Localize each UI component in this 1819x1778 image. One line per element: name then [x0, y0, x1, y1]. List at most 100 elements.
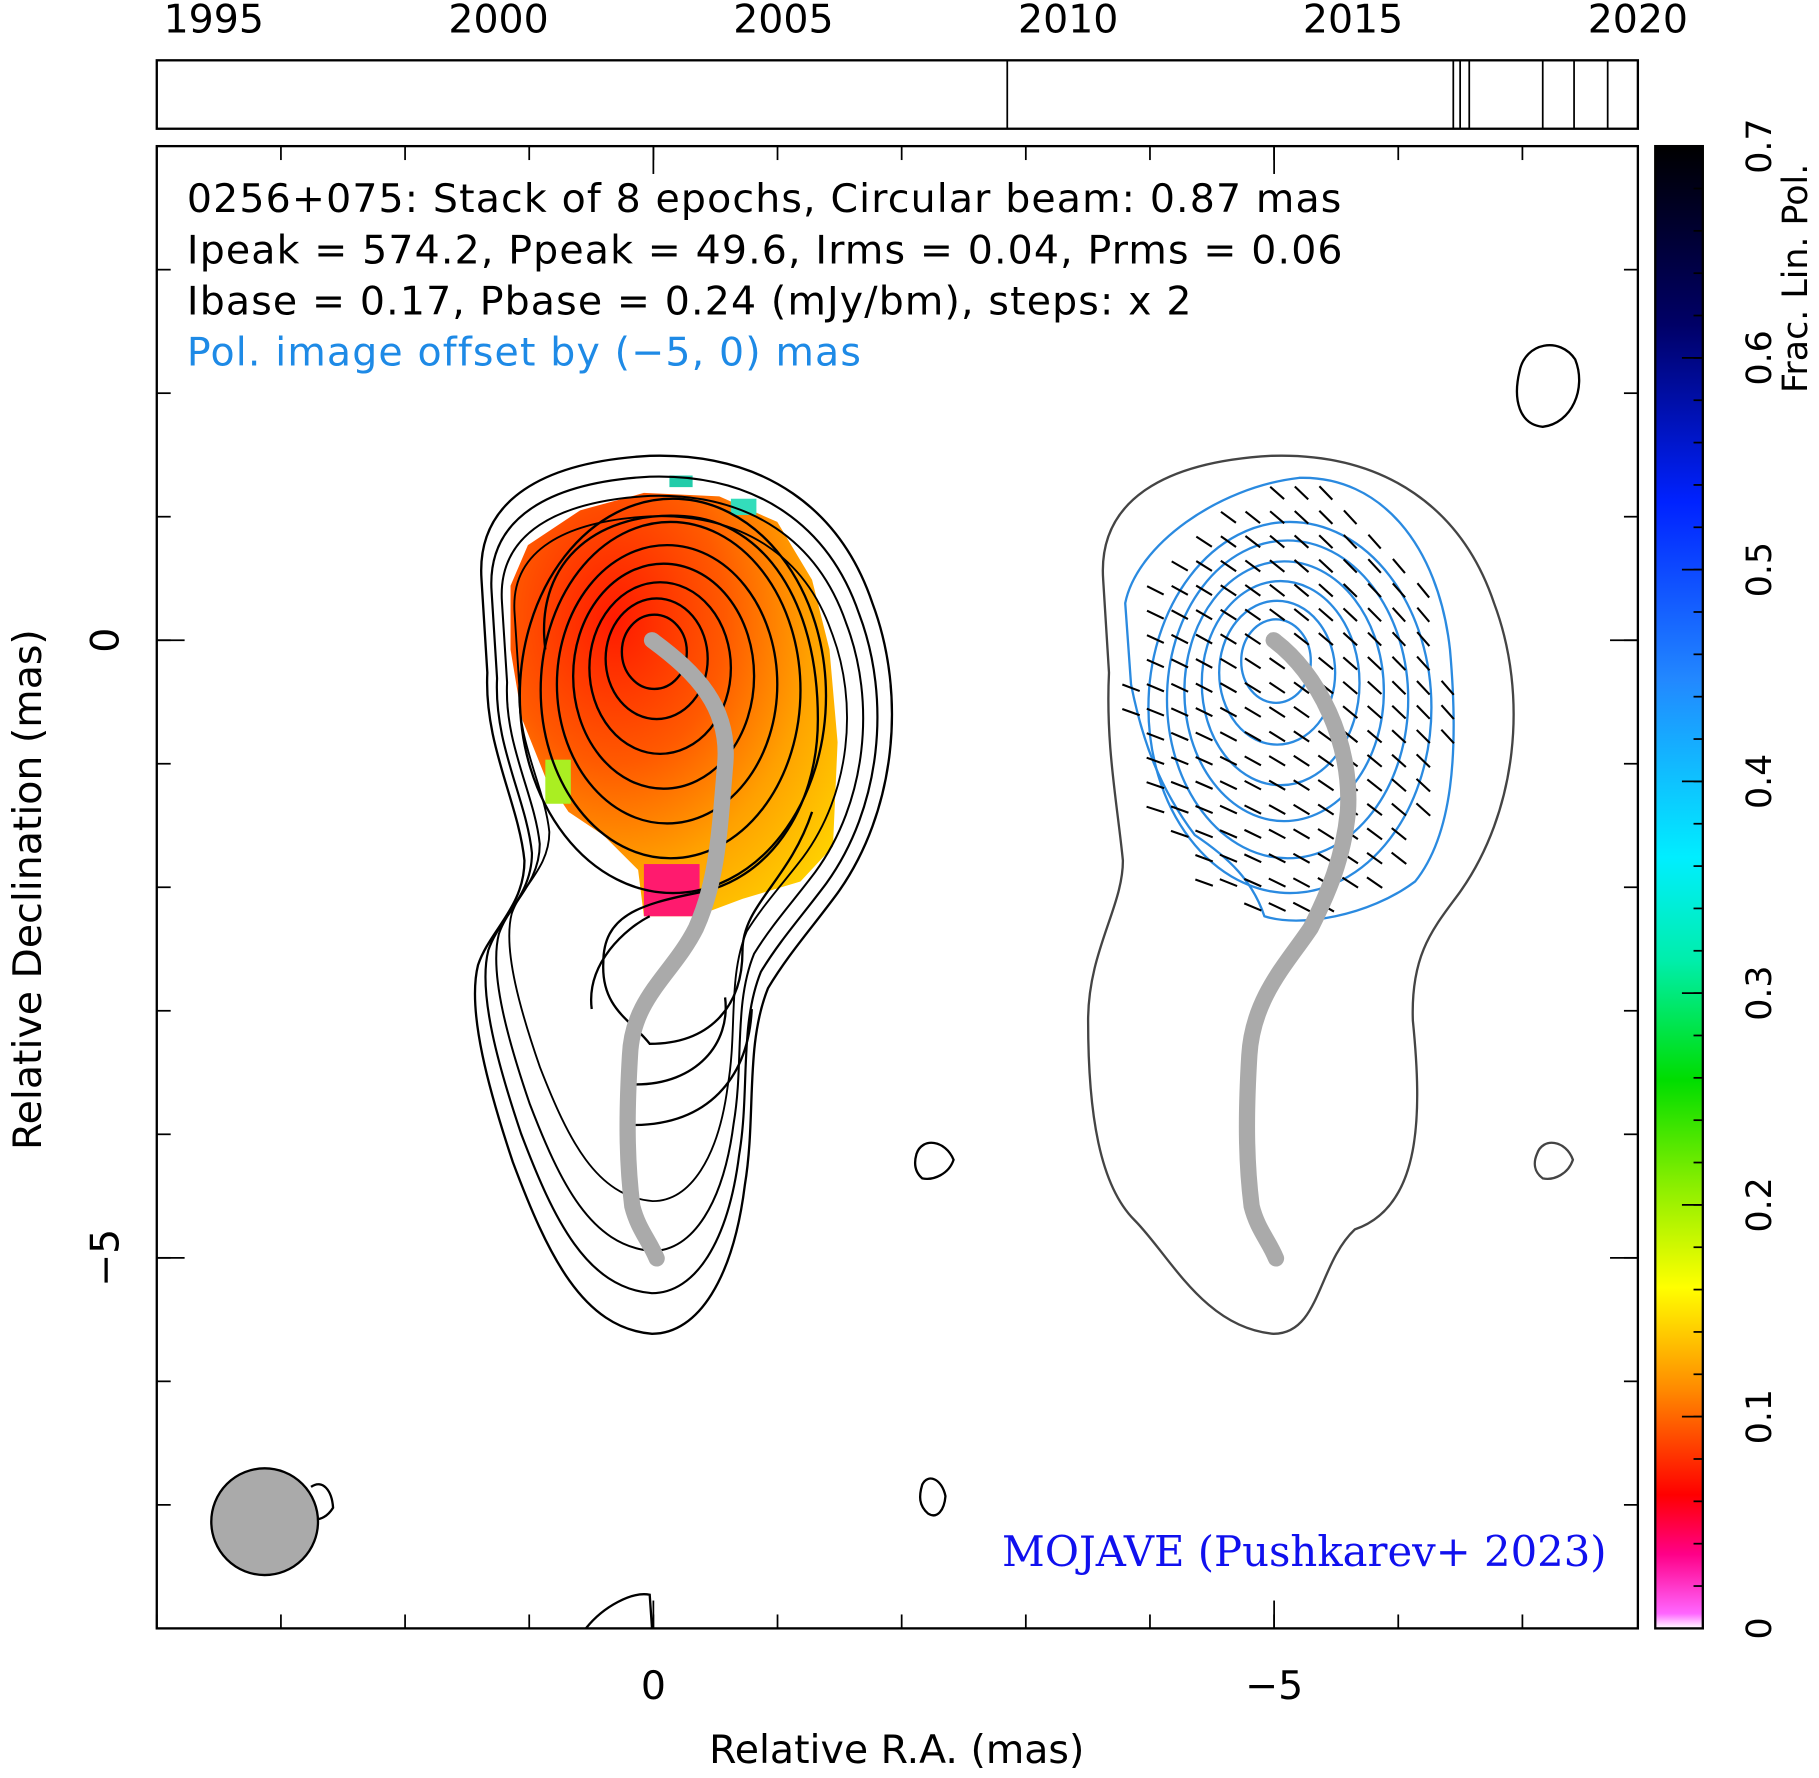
y-axis-label: Relative Declination (mas) — [5, 629, 51, 1150]
evpa-tick — [1293, 681, 1310, 695]
colorbar-tick-label: 0.2 — [1740, 1177, 1780, 1232]
contour — [1533, 1141, 1575, 1180]
evpa-tick — [1194, 878, 1214, 887]
timeline-tick-label: 1995 — [164, 0, 264, 42]
colorbar-axis: 0 0.1 0.2 0.3 0.4 0.5 0.6 0.7 — [1681, 118, 1780, 1639]
contour — [571, 562, 756, 790]
evpa-tick — [1244, 682, 1262, 694]
evpa-tick — [1195, 682, 1213, 693]
evpa-tick — [1268, 828, 1286, 840]
evpa-tick — [1170, 756, 1189, 766]
evpa-tick — [1292, 828, 1311, 840]
evpa-tick — [1440, 704, 1455, 720]
colorbar-tick-label: 0.7 — [1740, 118, 1780, 173]
evpa-tick — [1367, 680, 1383, 695]
evpa-tick — [1390, 851, 1407, 865]
evpa-tick — [1244, 804, 1262, 815]
evpa-tick — [1366, 729, 1383, 744]
evpa-tick — [1170, 633, 1189, 645]
evpa-tick — [1170, 731, 1189, 742]
evpa-tick — [1293, 705, 1310, 719]
evpa-tick — [1195, 780, 1214, 790]
evpa-tick — [1391, 827, 1407, 841]
evpa-tick — [1440, 728, 1455, 744]
evpa-tick — [1342, 632, 1358, 647]
evpa-tick — [1342, 705, 1359, 719]
intensity-contours — [473, 454, 894, 1335]
evpa-tick — [1195, 829, 1214, 839]
colorbar-tick-label: 0.4 — [1740, 754, 1780, 809]
evpa-tick — [1292, 852, 1311, 864]
evpa-tick — [1195, 560, 1213, 572]
evpa-tick — [1391, 704, 1407, 720]
evpa-tick — [1195, 731, 1213, 742]
evpa-tick — [1268, 681, 1286, 694]
evpa-tick — [1367, 631, 1382, 647]
contour — [585, 1593, 654, 1629]
image-area — [210, 344, 1581, 1629]
evpa-tick — [1293, 559, 1310, 573]
evpa-tick — [1146, 781, 1165, 790]
evpa-tick — [1219, 829, 1238, 839]
evpa-tick — [1392, 582, 1406, 598]
evpa-tick — [1170, 805, 1189, 814]
evpa-tick — [1219, 755, 1238, 766]
evpa-tick — [1416, 582, 1430, 599]
evpa-tick — [1366, 827, 1383, 841]
evpa-tick — [1243, 828, 1262, 839]
evpa-tick — [1244, 779, 1262, 791]
annotation: Ibase = 0.17, Pbase = 0.24 (mJy/bm), ste… — [187, 278, 1193, 324]
evpa-tick — [1219, 682, 1238, 694]
evpa-tick — [1342, 583, 1358, 598]
evpa-tick — [1219, 878, 1238, 888]
evpa-tick — [1146, 805, 1165, 814]
evpa-tick — [1366, 778, 1383, 792]
contour — [473, 454, 894, 1335]
evpa-tick — [1219, 657, 1237, 670]
contour — [1124, 476, 1455, 922]
contour — [604, 597, 709, 721]
evpa-tick — [1146, 634, 1165, 644]
contour — [555, 543, 779, 825]
annotation: Pol. image offset by (−5, 0) mas — [187, 329, 862, 375]
evpa-tick — [1244, 535, 1261, 549]
evpa-tick — [1146, 658, 1165, 669]
evpa-tick — [1317, 754, 1335, 768]
evpa-tick — [1343, 509, 1358, 525]
contour — [588, 581, 733, 756]
timeline-tick-label: 2000 — [448, 0, 548, 42]
evpa-tick — [1391, 778, 1407, 793]
evpa-tick — [1415, 753, 1431, 769]
evpa-tick — [1243, 853, 1262, 864]
evpa-tick — [1317, 828, 1335, 840]
evpa-tick — [1318, 509, 1334, 525]
evpa-tick — [1121, 708, 1141, 717]
evpa-tick — [1244, 657, 1262, 670]
evpa-tick — [1195, 609, 1213, 621]
evpa-tick — [1170, 658, 1189, 669]
contour — [913, 1141, 955, 1180]
evpa-tick — [1269, 534, 1285, 549]
x-tick-label: −5 — [1245, 1663, 1303, 1709]
contour — [590, 915, 651, 1010]
evpa-tick — [1391, 631, 1407, 647]
evpa-tick — [1220, 608, 1237, 621]
evpa-tick — [1416, 704, 1431, 720]
evpa-tick — [1146, 732, 1165, 741]
evpa-tick — [1392, 558, 1406, 574]
evpa-tick — [1171, 560, 1189, 572]
axes: 0 −5 0 −5 — [83, 145, 1638, 1709]
evpa-tick — [1219, 780, 1238, 791]
contour — [1200, 579, 1361, 787]
timeline-tick-label: 2010 — [1018, 0, 1118, 42]
colorbar-tick-label: 0.3 — [1740, 965, 1780, 1020]
evpa-tick — [1318, 607, 1334, 622]
annotation: 0256+075: Stack of 8 epochs, Circular be… — [187, 176, 1343, 222]
intensity-contour — [1086, 454, 1515, 1335]
evpa-tick — [1366, 754, 1383, 768]
evpa-tick — [1367, 582, 1382, 598]
evpa-tick — [1243, 902, 1262, 912]
evpa-tick — [1244, 584, 1261, 597]
evpa-tick — [1269, 510, 1285, 525]
evpa-tick — [1416, 606, 1431, 623]
